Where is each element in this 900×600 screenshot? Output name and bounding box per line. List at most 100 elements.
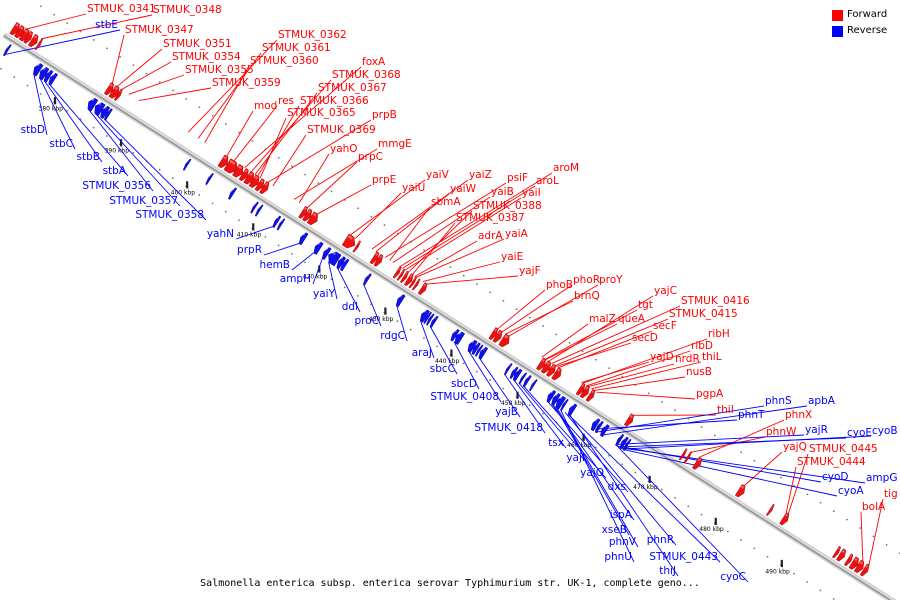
forward-gene-label[interactable]: STMUK_0361: [262, 42, 331, 54]
forward-gene-label[interactable]: STMUK_0415: [669, 308, 738, 320]
forward-gene-label[interactable]: yaiV: [426, 169, 450, 181]
reverse-gene[interactable]: [560, 398, 569, 412]
reverse-gene[interactable]: [92, 101, 106, 117]
forward-gene[interactable]: [103, 82, 116, 97]
reverse-gene[interactable]: [42, 69, 54, 83]
forward-gene[interactable]: [623, 413, 636, 428]
reverse-gene[interactable]: [554, 395, 567, 410]
forward-gene-label[interactable]: proY: [599, 274, 623, 286]
forward-gene-label[interactable]: STMUK_0348: [153, 4, 222, 16]
reverse-gene-label[interactable]: STMUK_0443: [649, 551, 718, 563]
reverse-gene-label[interactable]: sbcC: [430, 363, 455, 375]
forward-gene-label[interactable]: brnQ: [574, 290, 600, 302]
forward-gene-label[interactable]: ribD: [691, 340, 713, 352]
forward-gene-label[interactable]: foxA: [362, 56, 386, 68]
forward-gene[interactable]: [396, 268, 406, 281]
reverse-gene-label[interactable]: stbC: [49, 138, 73, 150]
forward-gene[interactable]: [223, 158, 241, 176]
forward-gene[interactable]: [341, 233, 358, 251]
forward-gene[interactable]: [243, 171, 257, 186]
reverse-gene[interactable]: [271, 215, 282, 229]
forward-gene-label[interactable]: mmgE: [378, 138, 412, 150]
reverse-gene[interactable]: [449, 328, 460, 342]
forward-gene[interactable]: [411, 278, 421, 291]
forward-gene-label[interactable]: tgt: [638, 299, 653, 311]
forward-gene[interactable]: [832, 545, 842, 559]
forward-gene-label[interactable]: STMUK_0366: [300, 95, 369, 107]
forward-gene-label[interactable]: phoR: [573, 274, 600, 286]
forward-gene-label[interactable]: STMUK_0368: [332, 69, 401, 81]
forward-gene-label[interactable]: STMUK_0367: [318, 82, 387, 94]
forward-gene-label[interactable]: prpC: [358, 151, 383, 163]
reverse-gene[interactable]: [425, 313, 435, 326]
reverse-gene[interactable]: [503, 363, 513, 376]
reverse-gene[interactable]: [518, 372, 528, 385]
forward-gene[interactable]: [217, 154, 231, 170]
forward-gene[interactable]: [254, 178, 267, 192]
reverse-gene[interactable]: [509, 366, 519, 380]
forward-gene[interactable]: [34, 38, 44, 51]
forward-gene[interactable]: [545, 363, 558, 378]
forward-gene[interactable]: [306, 211, 321, 227]
forward-gene-label[interactable]: STMUK_0354: [172, 51, 241, 63]
forward-gene-label[interactable]: STMUK_0360: [250, 55, 319, 67]
reverse-gene-label[interactable]: sbcD: [451, 378, 477, 390]
forward-gene[interactable]: [248, 174, 262, 190]
forward-gene-label[interactable]: yajQ: [783, 441, 807, 453]
reverse-gene[interactable]: [394, 293, 406, 308]
forward-gene-label[interactable]: STMUK_0369: [307, 124, 376, 136]
forward-gene-label[interactable]: yaiB: [491, 186, 514, 198]
forward-gene-label[interactable]: yaiI: [522, 187, 541, 199]
reverse-gene[interactable]: [622, 438, 632, 452]
forward-gene-label[interactable]: nusB: [686, 366, 712, 378]
reverse-gene-label[interactable]: stbB: [77, 151, 100, 163]
forward-gene[interactable]: [575, 382, 587, 396]
forward-gene[interactable]: [369, 251, 381, 265]
reverse-gene[interactable]: [511, 368, 523, 382]
forward-gene-label[interactable]: tig: [884, 488, 898, 500]
reverse-gene-label[interactable]: phnS: [765, 395, 792, 407]
reverse-gene[interactable]: [254, 204, 264, 217]
reverse-gene-label[interactable]: ispA: [610, 509, 633, 521]
forward-gene-label[interactable]: prpE: [372, 174, 396, 186]
forward-gene-label[interactable]: STMUK_0347: [125, 24, 194, 36]
forward-gene[interactable]: [551, 367, 564, 381]
reverse-gene-label[interactable]: ampG: [866, 472, 897, 484]
reverse-gene-label[interactable]: STMUK_0358: [135, 209, 204, 221]
forward-gene[interactable]: [108, 85, 122, 100]
forward-gene-label[interactable]: STMUK_0387: [456, 212, 525, 224]
forward-gene-label[interactable]: secD: [632, 332, 658, 344]
forward-gene-label[interactable]: phnW: [766, 426, 797, 438]
forward-gene[interactable]: [734, 484, 747, 498]
forward-gene[interactable]: [859, 563, 871, 577]
forward-gene[interactable]: [853, 559, 866, 574]
forward-gene-label[interactable]: sbmA: [431, 196, 461, 208]
forward-gene[interactable]: [540, 360, 553, 375]
reverse-gene-label[interactable]: xseB: [602, 524, 627, 536]
forward-gene[interactable]: [27, 33, 40, 48]
forward-gene-label[interactable]: res: [278, 95, 294, 107]
forward-gene-label[interactable]: yajC: [654, 285, 677, 297]
reverse-gene[interactable]: [423, 311, 433, 324]
forward-gene[interactable]: [23, 30, 35, 44]
forward-gene-label[interactable]: prpB: [372, 109, 397, 121]
reverse-gene-label[interactable]: STMUK_0418: [474, 422, 543, 434]
forward-gene[interactable]: [765, 503, 775, 517]
reverse-gene[interactable]: [47, 72, 59, 86]
forward-gene[interactable]: [691, 456, 704, 471]
forward-gene[interactable]: [683, 451, 693, 464]
reverse-gene[interactable]: [418, 308, 431, 323]
forward-gene-label[interactable]: phoB: [546, 279, 573, 291]
forward-gene[interactable]: [373, 253, 385, 267]
reverse-gene-label[interactable]: STMUK_0357: [109, 195, 178, 207]
forward-gene-label[interactable]: yahO: [330, 143, 358, 155]
forward-gene-label[interactable]: thiI: [717, 404, 734, 416]
forward-gene[interactable]: [352, 240, 362, 253]
forward-gene-label[interactable]: ribH: [708, 328, 730, 340]
forward-gene-label[interactable]: STMUK_0341: [87, 3, 156, 15]
reverse-gene-label[interactable]: cyoB: [872, 425, 898, 437]
forward-gene[interactable]: [492, 329, 505, 344]
forward-gene-label[interactable]: yaiA: [505, 228, 529, 240]
forward-gene[interactable]: [579, 385, 592, 399]
